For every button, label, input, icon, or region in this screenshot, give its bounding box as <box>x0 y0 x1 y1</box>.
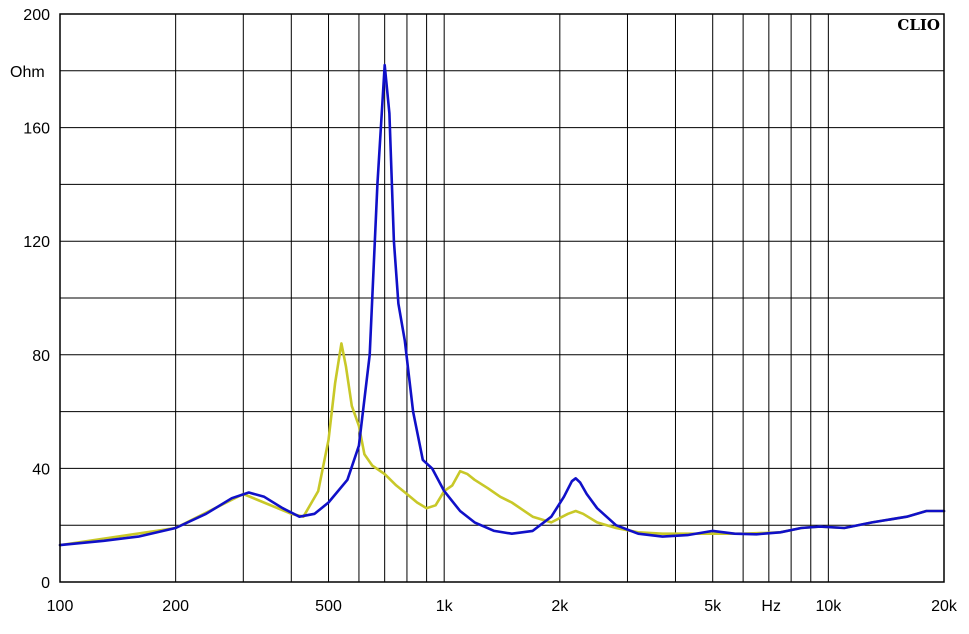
brand-logo: CLIO <box>897 16 940 34</box>
x-tick-label: 1k <box>436 598 454 615</box>
y-tick-label: 0 <box>41 575 50 592</box>
x-tick-label: 20k <box>931 598 958 615</box>
x-tick-label: 200 <box>162 598 189 615</box>
y-tick-label: 200 <box>23 7 50 24</box>
x-axis-labels: 100 200 500 1k 2k 5k 10k 20k Hz <box>47 598 958 615</box>
x-tick-label: 10k <box>815 598 842 615</box>
x-axis-unit: Hz <box>761 598 781 615</box>
y-tick-label: 80 <box>32 348 50 365</box>
y-axis-labels: 0 40 80 120 160 200 <box>23 7 50 592</box>
grid <box>60 14 944 582</box>
impedance-curve <box>58 63 946 547</box>
y-axis-unit: Ohm <box>10 64 45 81</box>
x-tick-label: 100 <box>47 598 74 615</box>
x-tick-label: 5k <box>704 598 722 615</box>
x-tick-label: 500 <box>315 598 342 615</box>
y-tick-label: 160 <box>23 121 50 138</box>
x-tick-label: 2k <box>551 598 569 615</box>
curves <box>58 63 946 547</box>
y-tick-label: 40 <box>32 461 50 478</box>
plot-frame <box>59 13 945 583</box>
y-tick-label: 120 <box>23 234 50 251</box>
